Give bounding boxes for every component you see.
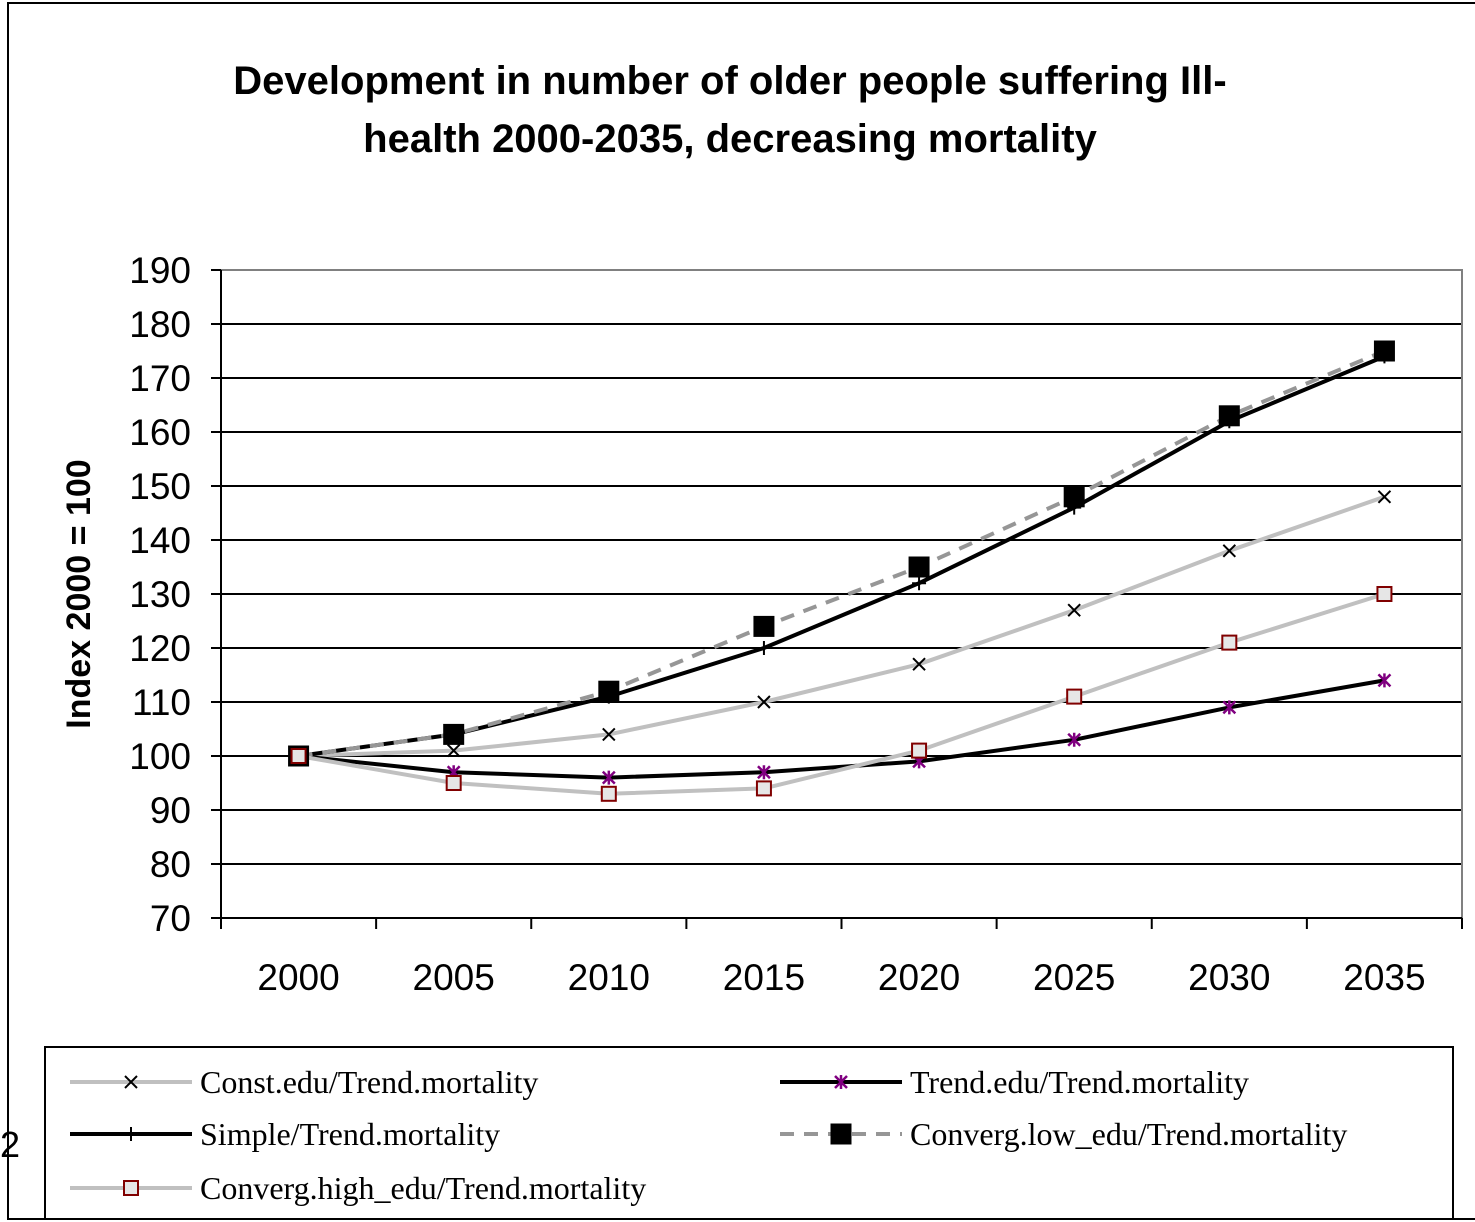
- x-tick-label: 2000: [257, 957, 339, 998]
- x-tick-label: 2030: [1188, 957, 1270, 998]
- data-point: [446, 743, 461, 758]
- data-point: [912, 576, 927, 591]
- data-point: [123, 1180, 139, 1196]
- data-point: [1218, 405, 1240, 427]
- data-point: [1222, 700, 1237, 715]
- data-point: [1063, 486, 1085, 508]
- data-point: [600, 785, 617, 802]
- data-point: [834, 1075, 848, 1089]
- data-point: [911, 742, 928, 759]
- y-tick-label: 130: [129, 574, 191, 615]
- stray-page-number: 2: [0, 1124, 21, 1165]
- legend-sample-converg-low-edu: [780, 1123, 902, 1145]
- data-point: [755, 780, 772, 797]
- data-point: [830, 1123, 852, 1145]
- data-point: [601, 770, 616, 785]
- data-point: [124, 1127, 138, 1141]
- y-tick-label: 190: [129, 250, 191, 291]
- legend-label: Simple/Trend.mortality: [200, 1116, 501, 1152]
- data-point: [1222, 544, 1237, 558]
- data-point: [124, 1075, 138, 1089]
- data-point: [756, 641, 771, 655]
- data-point: [1376, 586, 1393, 602]
- data-point: [1067, 732, 1082, 747]
- x-tick-label: 2025: [1033, 957, 1115, 998]
- data-point: [290, 748, 307, 764]
- legend-sample-simple: [70, 1127, 192, 1141]
- data-point: [757, 695, 771, 709]
- data-point: [1377, 673, 1392, 688]
- data-point: [602, 727, 616, 742]
- legend-label: Trend.edu/Trend.mortality: [910, 1064, 1249, 1100]
- axes: [211, 269, 1463, 929]
- series-lines: [298, 349, 1386, 796]
- chart-frame: [7, 2, 1475, 1220]
- y-tick-label: 160: [129, 412, 191, 453]
- legend-label: Converg.high_edu/Trend.mortality: [200, 1170, 647, 1206]
- data-point: [912, 657, 926, 671]
- series-line: [298, 678, 1385, 780]
- y-tick-label: 170: [129, 358, 191, 399]
- data-point: [753, 615, 775, 637]
- data-point: [757, 765, 771, 780]
- x-tick-label: 2005: [413, 957, 495, 998]
- data-point: [1067, 603, 1081, 617]
- legend-label: Converg.low_edu/Trend.mortality: [910, 1116, 1348, 1152]
- series-line: [298, 592, 1386, 796]
- data-point: [445, 775, 462, 791]
- data-point: [1066, 688, 1083, 705]
- chart-title: Development in number of older people su…: [60, 52, 1400, 168]
- y-tick-label: 100: [129, 736, 191, 777]
- data-point: [908, 556, 930, 578]
- series-line: [298, 494, 1386, 758]
- legend: Const.edu/Trend.mortality Trend.edu/Tren…: [44, 1046, 1454, 1220]
- legend-sample-trend-edu: [780, 1075, 902, 1089]
- y-axis-label: Index 2000 = 100: [60, 459, 98, 728]
- y-tick-labels: 70 80 90 100 110 120 130 140 150 160 170 180 190: [129, 250, 191, 939]
- y-tick-label: 150: [129, 466, 191, 507]
- y-tick-label: 120: [129, 628, 191, 669]
- series-line: [298, 349, 1386, 758]
- y-tick-label: 70: [150, 898, 191, 939]
- legend-sample-converg-high-edu: [70, 1180, 192, 1196]
- legend-label: Const.edu/Trend.mortality: [200, 1064, 539, 1100]
- y-tick-label: 90: [150, 790, 191, 831]
- data-point: [443, 723, 465, 745]
- chart-title-line-1: Development in number of older people su…: [233, 59, 1227, 103]
- x-tick-label: 2010: [568, 957, 650, 998]
- legend-sample-const-edu: [70, 1075, 192, 1089]
- chart-title-line-2: health 2000-2035, decreasing mortality: [363, 117, 1097, 161]
- x-tick-label: 2015: [723, 957, 805, 998]
- data-point: [598, 680, 620, 702]
- series-markers: [288, 340, 1395, 802]
- data-point: [1377, 490, 1392, 504]
- data-point: [1221, 634, 1238, 651]
- y-tick-label: 110: [132, 682, 191, 723]
- x-tick-labels: 2000 2005 2010 2015 2020 2025 2030 2035: [257, 957, 1425, 998]
- x-tick-label: 2035: [1343, 957, 1425, 998]
- series-line: [298, 354, 1386, 758]
- data-point: [1373, 340, 1395, 362]
- y-tick-label: 180: [129, 304, 191, 345]
- y-tick-label: 80: [150, 844, 191, 885]
- x-tick-label: 2020: [878, 957, 960, 998]
- y-tick-label: 140: [129, 520, 191, 561]
